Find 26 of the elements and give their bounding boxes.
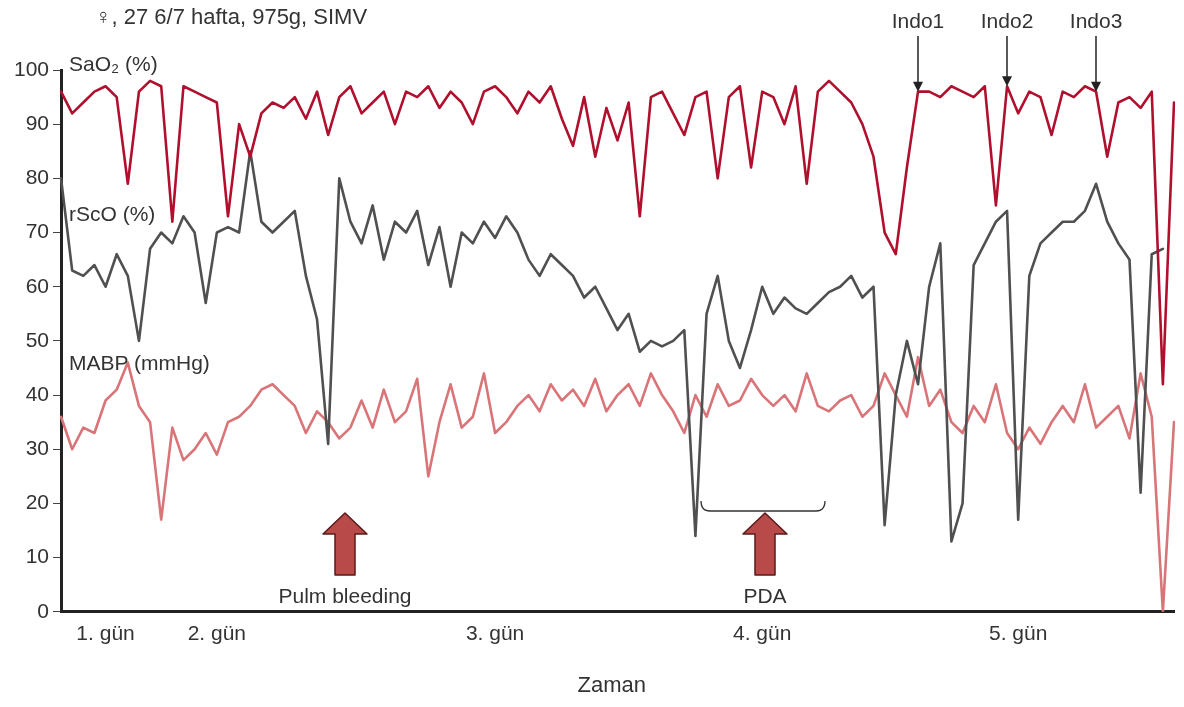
x-axis-title: Zaman	[577, 672, 646, 698]
y-tick-label: 0	[37, 598, 50, 622]
annotation: Indo1	[891, 8, 945, 32]
annotation: Pulm bleeding	[278, 583, 412, 607]
x-tick-label: 2. gün	[187, 621, 247, 645]
x-tick-label: 5. gün	[988, 621, 1048, 645]
series-label: rScO (%)	[69, 201, 156, 225]
y-tick-label: 20	[25, 490, 50, 514]
y-tick-label: 70	[25, 219, 50, 243]
y-tick-label: 30	[25, 436, 50, 460]
x-tick-label: 4. gün	[733, 621, 792, 645]
y-tick-label: 60	[25, 273, 50, 297]
y-tick-label: 80	[25, 165, 50, 189]
annotation: PDA	[743, 583, 787, 607]
chart-title: ♀, 27 6/7 hafta, 975g, SIMV	[95, 4, 368, 30]
y-tick-label: 50	[25, 327, 50, 351]
x-tick-label: 3. gün	[465, 621, 525, 645]
y-tick-label: 10	[25, 544, 50, 568]
series-label: MABP (mmHg)	[69, 350, 210, 374]
annotation: Indo2	[980, 8, 1034, 32]
annotation: Indo3	[1069, 8, 1123, 32]
x-tick-label: 1. gün	[76, 621, 135, 645]
y-tick-label: 40	[25, 381, 50, 405]
y-tick-label: 100	[13, 56, 50, 80]
series-label: SaO₂ (%)	[69, 51, 158, 75]
y-tick-label: 90	[25, 110, 50, 134]
